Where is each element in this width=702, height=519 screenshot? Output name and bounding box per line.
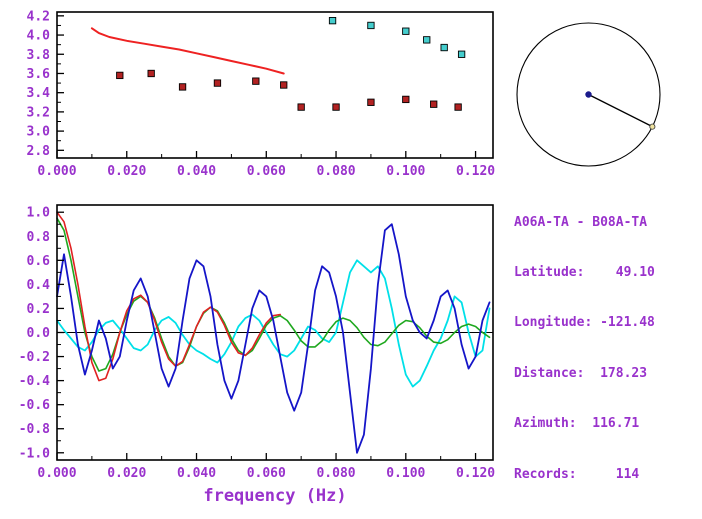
svg-text:0.4: 0.4 — [27, 278, 51, 293]
svg-text:3.0: 3.0 — [27, 125, 51, 140]
svg-text:-0.6: -0.6 — [19, 398, 50, 413]
svg-text:1.0: 1.0 — [27, 206, 51, 221]
svg-text:3.6: 3.6 — [27, 67, 51, 82]
svg-text:0.020: 0.020 — [107, 164, 146, 179]
svg-text:0.040: 0.040 — [177, 466, 216, 481]
azimuth-line: Azimuth: 116.71 — [514, 416, 640, 432]
svg-text:-0.4: -0.4 — [19, 374, 50, 389]
svg-text:0.060: 0.060 — [247, 164, 286, 179]
svg-text:0.020: 0.020 — [107, 466, 146, 481]
svg-text:frequency (Hz): frequency (Hz) — [203, 486, 346, 506]
longitude-line: Longitude: -121.48 — [514, 315, 655, 331]
waveform-chart: 0.000 0.020 0.040 0.060 0.080 0.100 0.120 -1.0 -… — [19, 204, 495, 506]
svg-text:0.6: 0.6 — [27, 254, 51, 269]
svg-text:0.8: 0.8 — [27, 230, 51, 245]
svg-text:3.2: 3.2 — [27, 105, 50, 120]
svg-text:0.0: 0.0 — [27, 326, 51, 341]
svg-text:0.100: 0.100 — [386, 164, 425, 179]
station-pair-title: A06A-TA - B08A-TA — [514, 214, 648, 230]
svg-text:4.2: 4.2 — [27, 9, 50, 24]
dispersion-chart: 0.000 0.020 0.040 0.060 0.080 0.100 0.120 2.8 3.… — [27, 9, 496, 179]
latitude-line: Latitude: 49.10 — [514, 264, 655, 280]
svg-text:3.8: 3.8 — [27, 48, 51, 63]
svg-text:3.4: 3.4 — [27, 86, 51, 101]
svg-text:0.2: 0.2 — [27, 302, 50, 317]
svg-text:4.0: 4.0 — [27, 29, 51, 44]
records-line: Records: 114 — [514, 466, 640, 482]
azimuth-circle-indicator — [516, 22, 661, 167]
distance-line: Distance: 178.23 — [514, 365, 648, 381]
svg-text:2.8: 2.8 — [27, 144, 51, 159]
svg-text:0.000: 0.000 — [37, 466, 76, 481]
svg-text:0.120: 0.120 — [456, 164, 495, 179]
svg-text:0.120: 0.120 — [456, 466, 495, 481]
svg-text:0.100: 0.100 — [386, 466, 425, 481]
svg-text:0.000: 0.000 — [37, 164, 76, 179]
svg-text:0.080: 0.080 — [316, 466, 355, 481]
svg-text:-1.0: -1.0 — [19, 446, 50, 461]
svg-text:0.080: 0.080 — [316, 164, 355, 179]
station-info-panel: A06A-TA - B08A-TA Latitude: 49.10 Longit… — [514, 181, 655, 517]
svg-text:-0.8: -0.8 — [19, 422, 50, 437]
svg-text:0.060: 0.060 — [247, 466, 286, 481]
svg-text:-0.2: -0.2 — [19, 350, 50, 365]
svg-text:0.040: 0.040 — [177, 164, 216, 179]
